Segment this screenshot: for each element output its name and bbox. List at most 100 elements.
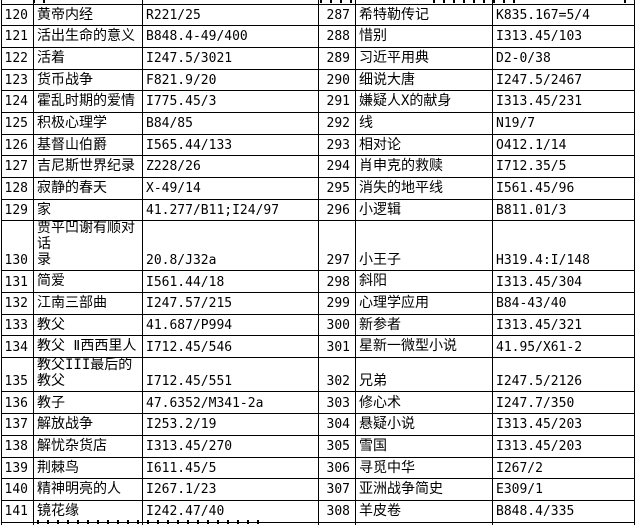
call-number-cell[interactable]: I313.45/321 [492,313,635,337]
row-index-cell[interactable]: 127 [1,155,34,178]
call-number-cell[interactable]: I712.45/551 [142,357,319,393]
call-number-cell[interactable]: I242.47/40 [142,499,319,523]
book-title-cell[interactable]: 羊皮卷 [355,499,493,523]
row-index-cell[interactable]: 141 [1,499,34,523]
book-title-cell[interactable]: 亚洲战争简史 [355,478,493,501]
row-index-cell[interactable]: 130 [1,220,34,272]
book-title-cell[interactable]: 小逻辑 [355,198,493,222]
call-number-cell[interactable]: K835.167=5/4 [492,3,635,27]
call-number-cell[interactable]: I561.45/96 [492,177,635,200]
row-index-cell[interactable]: 121 [1,25,34,48]
call-number-cell[interactable]: I247.57/215 [142,292,319,315]
row-index-cell[interactable]: 296 [318,198,356,222]
book-title-cell[interactable]: 活出生命的意义 [33,25,143,48]
row-index-cell[interactable]: 304 [318,413,356,436]
book-title-cell[interactable]: 心理学应用 [355,292,493,315]
row-index-cell[interactable]: 289 [318,46,356,70]
call-number-cell[interactable]: I313.45/203 [492,434,635,458]
row-index-cell[interactable]: 295 [318,177,356,200]
row-index-cell[interactable]: 298 [318,270,356,294]
row-index-cell[interactable]: 128 [1,177,34,200]
book-title-cell[interactable]: 惜别 [355,25,493,48]
book-title-cell[interactable]: 教父 [33,313,143,337]
book-title-cell[interactable]: 家 [33,198,143,222]
call-number-cell[interactable]: 20.8/J32a [142,220,319,272]
call-number-cell[interactable]: I247.5/2467 [492,68,635,92]
book-title-cell[interactable]: 精神明亮的人 [33,478,143,501]
call-number-cell[interactable]: I313.45/304 [492,270,635,294]
row-index-cell[interactable]: 297 [318,220,356,272]
book-title-cell[interactable]: 教子 [33,391,143,415]
call-number-cell[interactable]: I267/2 [492,456,635,480]
call-number-cell[interactable]: I253.2/19 [142,413,319,436]
book-title-cell[interactable]: 细说大唐 [355,68,493,92]
call-number-cell[interactable]: I712.45/546 [142,335,319,359]
row-index-cell[interactable]: 123 [1,68,34,92]
call-number-cell[interactable]: I775.45/3 [142,90,319,113]
call-number-cell[interactable]: B848.4-49/400 [142,25,319,48]
call-number-cell[interactable]: I251/131 [492,521,635,525]
book-title-cell[interactable]: 基督山伯爵 [33,133,143,157]
book-title-cell[interactable]: 斜阳 [355,270,493,294]
row-index-cell[interactable]: 301 [318,335,356,359]
call-number-cell[interactable]: 41.277/B11;I24/97 [142,198,319,222]
call-number-cell[interactable]: H319.4:I/148 [492,220,635,272]
call-number-cell[interactable]: I313.45/270 [142,434,319,458]
call-number-cell[interactable]: R221/25 [142,3,319,27]
row-index-cell[interactable]: 307 [318,478,356,501]
row-index-cell[interactable]: 306 [318,456,356,480]
row-index-cell[interactable]: 303 [318,391,356,415]
row-index-cell[interactable]: 136 [1,391,34,415]
row-index-cell[interactable]: 137 [1,413,34,436]
row-index-cell[interactable]: 139 [1,456,34,480]
book-title-cell[interactable]: 积极心理学 [33,111,143,135]
book-title-cell[interactable]: 货币战争 [33,68,143,92]
call-number-cell[interactable]: I247.5/2126 [492,357,635,393]
book-title-cell[interactable]: 小王子 [355,220,493,272]
book-title-cell[interactable]: 教父 Ⅱ西西里人 [33,335,143,359]
call-number-cell[interactable]: I313.45/231 [492,90,635,113]
call-number-cell[interactable]: Z228/26 [142,155,319,178]
call-number-cell[interactable]: E309/1 [492,478,635,501]
call-number-cell[interactable]: 41.95/X61-2 [492,335,635,359]
call-number-cell[interactable]: I247.5/3021 [142,46,319,70]
book-title-cell[interactable]: 寻觅中华 [355,456,493,480]
call-number-cell[interactable]: B811.01/3 [492,198,635,222]
row-index-cell[interactable]: 288 [318,25,356,48]
row-index-cell[interactable]: 302 [318,357,356,393]
call-number-cell[interactable]: X-49/14 [142,177,319,200]
row-index-cell[interactable]: 308 [318,499,356,523]
row-index-cell[interactable]: 140 [1,478,34,501]
row-index-cell[interactable]: 125 [1,111,34,135]
call-number-cell[interactable]: I565.44/133 [142,133,319,157]
row-index-cell[interactable]: 132 [1,292,34,315]
call-number-cell[interactable]: B84-43/40 [492,292,635,315]
row-index-cell[interactable]: 129 [1,198,34,222]
call-number-cell[interactable]: N19/7 [492,111,635,135]
book-title-cell[interactable]: 寂静的春天 [33,177,143,200]
call-number-cell[interactable]: 47.6352/M341-2a [142,391,319,415]
row-index-cell[interactable]: 292 [318,111,356,135]
call-number-cell[interactable]: B84/85 [142,111,319,135]
book-title-cell[interactable]: 解忧杂货店 [33,434,143,458]
row-index-cell[interactable]: 126 [1,133,34,157]
row-index-cell[interactable]: 135 [1,357,34,393]
call-number-cell[interactable]: I313.45/203 [492,413,635,436]
call-number-cell[interactable]: I267.1/23 [142,478,319,501]
call-number-cell[interactable]: D2-0/38 [492,46,635,70]
book-title-cell[interactable]: 修心术 [355,391,493,415]
call-number-cell[interactable]: B848.4/335 [492,499,635,523]
book-title-cell[interactable]: 贾平凹谢有顺对话 录 [33,220,143,272]
row-index-cell[interactable]: 124 [1,90,34,113]
call-number-cell[interactable]: F821.9/20 [142,68,319,92]
call-number-cell[interactable]: I712.35/5 [492,155,635,178]
call-number-cell[interactable]: O412.1/14 [492,133,635,157]
book-title-cell[interactable]: 希特勒传记 [355,3,493,27]
book-title-cell[interactable]: 黄帝内经 [33,3,143,27]
book-title-cell[interactable]: 教父III最后的教父 [33,357,143,393]
book-title-cell[interactable]: 解放战争 [33,413,143,436]
book-title-cell[interactable]: 新参者 [355,313,493,337]
book-title-cell[interactable]: 兄弟 [355,357,493,393]
book-title-cell[interactable]: 嫌疑人X的献身 [355,90,493,113]
row-index-cell[interactable]: 290 [318,68,356,92]
